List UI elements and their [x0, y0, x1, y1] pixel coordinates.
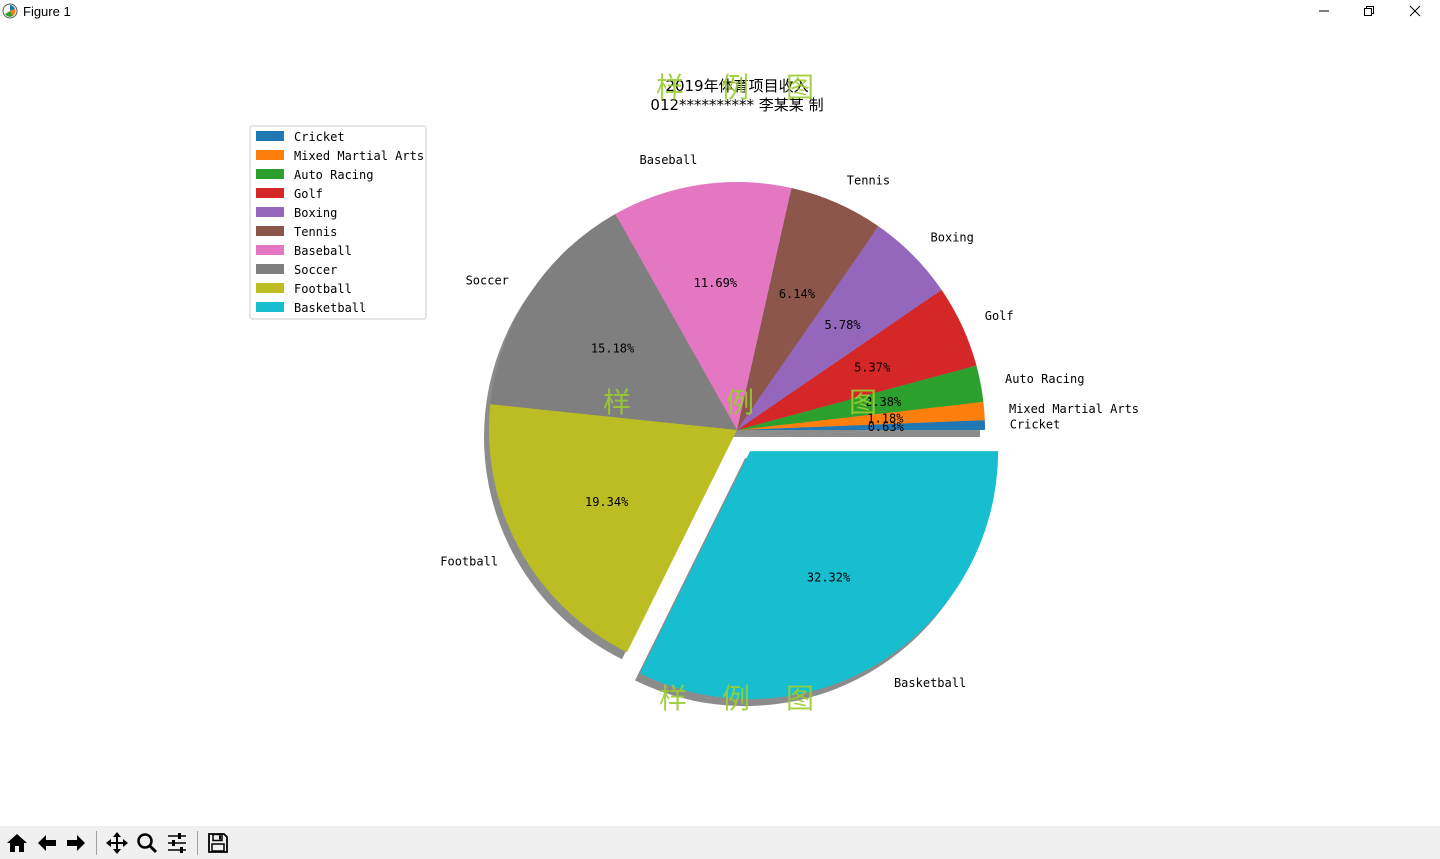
legend-swatch-soccer	[256, 264, 284, 274]
back-button[interactable]	[33, 829, 61, 857]
watermark-char: 例	[722, 682, 750, 715]
legend-swatch-tennis	[256, 226, 284, 236]
restore-icon	[1364, 6, 1374, 16]
legend-entry-basketball: Basketball	[294, 301, 366, 315]
wedge-mixed-martial-arts	[737, 401, 985, 430]
wedge-baseball	[615, 182, 792, 430]
legend-entry-tennis: Tennis	[294, 225, 337, 239]
value-label-auto-racing: 2.38%	[865, 395, 902, 409]
value-label-baseball: 11.69%	[694, 276, 738, 290]
watermark-char: 图	[786, 71, 814, 104]
pie-chart: 2019年体育项目收入 012********** 李某某 制 0.63%1.1…	[249, 71, 1139, 715]
wedge-golf	[737, 289, 977, 430]
back-icon	[38, 835, 56, 851]
slice-label-football: Football	[440, 555, 498, 569]
legend-entry-soccer: Soccer	[294, 263, 337, 277]
chart-subtitle: 012********** 李某某 制	[650, 96, 823, 114]
window-titlebar: Figure 1	[0, 0, 1440, 24]
home-icon	[7, 834, 27, 852]
value-label-mixed-martial-arts: 1.18%	[867, 412, 904, 426]
wedge-football	[488, 404, 737, 653]
value-label-soccer: 15.18%	[591, 341, 635, 355]
legend-swatch-baseball	[256, 245, 284, 255]
value-label-cricket: 0.63%	[868, 420, 905, 434]
toolbar-separator	[96, 831, 97, 855]
minimize-icon	[1319, 10, 1329, 12]
slice-label-cricket: Cricket	[1010, 418, 1061, 432]
close-icon	[1409, 5, 1421, 17]
legend-swatch-cricket	[256, 131, 284, 141]
figure-canvas: 2019年体育项目收入 012********** 李某某 制 0.63% 1.1…	[0, 24, 1440, 826]
restore-button[interactable]	[1346, 0, 1392, 22]
configure-subplots-button[interactable]	[163, 829, 191, 857]
pan-button[interactable]	[103, 829, 131, 857]
legend-swatch-basketball	[256, 302, 284, 312]
matplotlib-logo-icon	[2, 3, 18, 19]
value-label-football: 19.34%	[585, 495, 629, 509]
legend: Cricket Mixed Martial Arts Auto Racing Golf…	[249, 125, 427, 320]
watermark-char: 样	[656, 71, 684, 104]
forward-button[interactable]	[62, 829, 90, 857]
legend-frame	[249, 125, 427, 320]
close-button[interactable]	[1392, 0, 1438, 22]
legend-swatch-auto-racing	[256, 169, 284, 179]
watermark-char: 图	[849, 386, 877, 419]
legend-entry-cricket: Cricket	[294, 130, 345, 144]
toolbar-separator	[197, 831, 198, 855]
zoom-icon	[137, 833, 158, 854]
navigation-toolbar	[0, 826, 1440, 859]
legend-swatch-mixed-martial-arts	[256, 150, 284, 160]
slice-label-auto-racing: Auto Racing	[1005, 372, 1084, 386]
window-title: Figure 1	[23, 4, 71, 19]
wedge-tennis	[737, 188, 879, 430]
watermark-char: 例	[721, 71, 749, 104]
watermark-char: 样	[603, 386, 631, 419]
chart-title: 2019年体育项目收入	[665, 77, 808, 95]
value-label-golf: 5.37%	[854, 361, 891, 375]
legend-entry-football: Football	[294, 282, 352, 296]
slice-label-boxing: Boxing	[931, 231, 974, 245]
legend-entry-auto-racing: Auto Racing	[294, 168, 373, 182]
legend-entry-mixed-martial-arts: Mixed Martial Arts	[294, 149, 424, 163]
watermark-char: 例	[726, 386, 754, 419]
watermark-char: 图	[786, 682, 814, 715]
wedge-auto-racing	[737, 365, 984, 430]
slice-label-golf: Golf	[985, 309, 1014, 323]
pan-icon	[106, 832, 128, 854]
save-icon	[208, 833, 228, 853]
value-label-boxing: 5.78%	[824, 318, 861, 332]
forward-icon	[67, 835, 85, 851]
value-label-tennis: 6.14%	[779, 287, 816, 301]
slice-label-mixed-martial-arts: Mixed Martial Arts	[1009, 402, 1139, 416]
home-button[interactable]	[3, 829, 31, 857]
legend-entry-baseball: Baseball	[294, 244, 352, 258]
slice-label-soccer: Soccer	[466, 273, 509, 287]
wedge-boxing	[737, 226, 942, 430]
zoom-button[interactable]	[133, 829, 161, 857]
legend-entry-boxing: Boxing	[294, 206, 337, 220]
save-button[interactable]	[204, 829, 232, 857]
minimize-button[interactable]	[1301, 0, 1347, 22]
legend-swatch-boxing	[256, 207, 284, 217]
configure-icon	[168, 833, 186, 853]
slice-label-baseball: Baseball	[640, 153, 698, 167]
wedge-basketball	[640, 451, 999, 700]
value-label-basketball: 32.32%	[807, 570, 851, 584]
legend-swatch-golf	[256, 188, 284, 198]
wedge-cricket	[737, 420, 985, 430]
wedge-soccer	[490, 213, 737, 430]
watermark-char: 样	[659, 682, 687, 715]
slice-label-tennis: Tennis	[847, 173, 890, 187]
slice-label-basketball: Basketball	[894, 676, 966, 690]
legend-swatch-football	[256, 283, 284, 293]
legend-entry-golf: Golf	[294, 187, 323, 201]
